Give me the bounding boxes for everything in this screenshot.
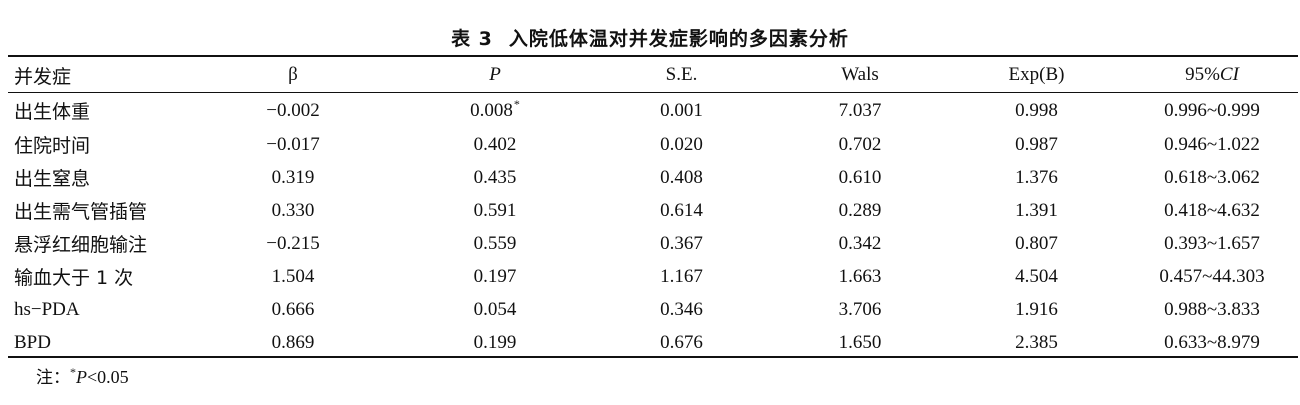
table-row: 出生窒息 0.319 0.435 0.408 0.610 1.376 0.618… xyxy=(8,161,1298,194)
cell-p-value: 0.008 xyxy=(470,99,513,121)
cell-factor: 出生需气管插管 xyxy=(14,201,148,223)
header-row: 并发症 β P S.E. Wals Exp(B) 95%CI xyxy=(8,57,1298,93)
cell-beta: 0.330 xyxy=(271,199,315,221)
cell-factor: 悬浮红细胞输注 xyxy=(14,234,148,256)
cell-ci: 0.393~1.657 xyxy=(1164,232,1260,254)
cell-factor: BPD xyxy=(14,331,51,353)
header-factor: 并发症 xyxy=(14,65,72,88)
table-title: 入院低体温对并发症影响的多因素分析 xyxy=(508,28,849,50)
cell-ci: 0.988~3.833 xyxy=(1164,298,1260,320)
cell-wals: 1.650 xyxy=(838,331,882,353)
header-se: S.E. xyxy=(665,64,698,85)
cell-wals: 0.342 xyxy=(838,232,882,254)
table-caption: 表 3 入院低体温对并发症影响的多因素分析 xyxy=(0,27,1300,51)
table-row: 出生体重 −0.002 0.008* 0.001 7.037 0.998 0.9… xyxy=(8,93,1298,128)
table-row: 输血大于 1 次 1.504 0.197 1.167 1.663 4.504 0… xyxy=(8,260,1298,293)
footnote-mark: * xyxy=(70,365,76,379)
cell-p: 0.197 xyxy=(473,265,517,287)
table-row: BPD 0.869 0.199 0.676 1.650 2.385 0.633~… xyxy=(8,326,1298,359)
cell-exp: 2.385 xyxy=(1015,331,1058,353)
cell-ci: 0.946~1.022 xyxy=(1164,133,1260,155)
cell-factor: 住院时间 xyxy=(14,135,91,157)
cell-beta: 0.869 xyxy=(271,331,315,353)
cell-beta: 0.666 xyxy=(271,298,315,320)
cell-ci: 0.457~44.303 xyxy=(1159,265,1265,287)
header-p: P xyxy=(489,64,501,85)
header-beta: β xyxy=(288,64,298,85)
cell-wals: 0.610 xyxy=(838,166,882,188)
cell-se: 1.167 xyxy=(660,265,703,287)
cell-beta: −0.017 xyxy=(266,133,320,155)
cell-se: 0.346 xyxy=(660,298,703,320)
cell-p: 0.435 xyxy=(473,166,517,188)
cell-se: 0.614 xyxy=(660,199,703,221)
cell-se: 0.676 xyxy=(660,331,703,353)
header-exp: Exp(B) xyxy=(1008,64,1065,85)
cell-p: 0.008* xyxy=(400,93,590,128)
header-rule xyxy=(8,92,1298,93)
header-ci-prefix: 95% xyxy=(1185,64,1220,85)
table-row: hs−PDA 0.666 0.054 0.346 3.706 1.916 0.9… xyxy=(8,293,1298,326)
cell-beta: 1.504 xyxy=(271,265,315,287)
cell-beta: −0.002 xyxy=(266,99,320,121)
cell-exp: 1.376 xyxy=(1015,166,1058,188)
cell-p: 0.559 xyxy=(473,232,517,254)
cell-exp: 0.807 xyxy=(1015,232,1058,254)
multivariate-analysis-table: 并发症 β P S.E. Wals Exp(B) 95%CI 出生体重 −0.0… xyxy=(8,57,1298,359)
header-ci: 95%CI xyxy=(1126,57,1298,93)
cell-factor: 出生体重 xyxy=(14,101,91,123)
cell-factor: hs−PDA xyxy=(14,298,80,320)
cell-exp: 0.998 xyxy=(1015,99,1058,121)
header-ci-italic: CI xyxy=(1219,64,1239,85)
cell-p: 0.402 xyxy=(473,133,517,155)
cell-factor: 出生窒息 xyxy=(14,168,91,190)
footnote-label: 注： xyxy=(36,368,70,388)
cell-wals: 3.706 xyxy=(838,298,882,320)
cell-wals: 7.037 xyxy=(838,99,882,121)
cell-wals: 0.289 xyxy=(838,199,882,221)
cell-ci: 0.418~4.632 xyxy=(1164,199,1260,221)
cell-p: 0.591 xyxy=(473,199,517,221)
cell-exp: 0.987 xyxy=(1015,133,1058,155)
header-wals: Wals xyxy=(841,64,879,85)
top-rule xyxy=(8,55,1298,57)
table-row: 出生需气管插管 0.330 0.591 0.614 0.289 1.391 0.… xyxy=(8,194,1298,227)
cell-factor: 输血大于 1 次 xyxy=(14,267,134,289)
cell-exp: 1.391 xyxy=(1015,199,1058,221)
cell-se: 0.001 xyxy=(660,99,703,121)
footnote-condition: <0.05 xyxy=(87,367,129,387)
table-footnote: 注：*P<0.05 xyxy=(36,366,129,389)
cell-beta: −0.215 xyxy=(266,232,320,254)
cell-wals: 0.702 xyxy=(838,133,882,155)
cell-exp: 1.916 xyxy=(1015,298,1058,320)
cell-ci: 0.996~0.999 xyxy=(1164,99,1260,121)
cell-ci: 0.633~8.979 xyxy=(1164,331,1260,353)
table-row: 住院时间 −0.017 0.402 0.020 0.702 0.987 0.94… xyxy=(8,128,1298,161)
cell-se: 0.367 xyxy=(660,232,703,254)
cell-wals: 1.663 xyxy=(838,265,882,287)
footnote-variable: P xyxy=(76,367,87,387)
cell-exp: 4.504 xyxy=(1015,265,1058,287)
cell-se: 0.408 xyxy=(660,166,703,188)
table-row: 悬浮红细胞输注 −0.215 0.559 0.367 0.342 0.807 0… xyxy=(8,227,1298,260)
cell-p: 0.199 xyxy=(473,331,517,353)
cell-ci: 0.618~3.062 xyxy=(1164,166,1260,188)
significance-mark: * xyxy=(513,97,520,112)
bottom-rule xyxy=(8,356,1298,358)
cell-p: 0.054 xyxy=(473,298,517,320)
cell-beta: 0.319 xyxy=(271,166,315,188)
table-number: 表 3 xyxy=(451,28,493,50)
cell-se: 0.020 xyxy=(660,133,703,155)
